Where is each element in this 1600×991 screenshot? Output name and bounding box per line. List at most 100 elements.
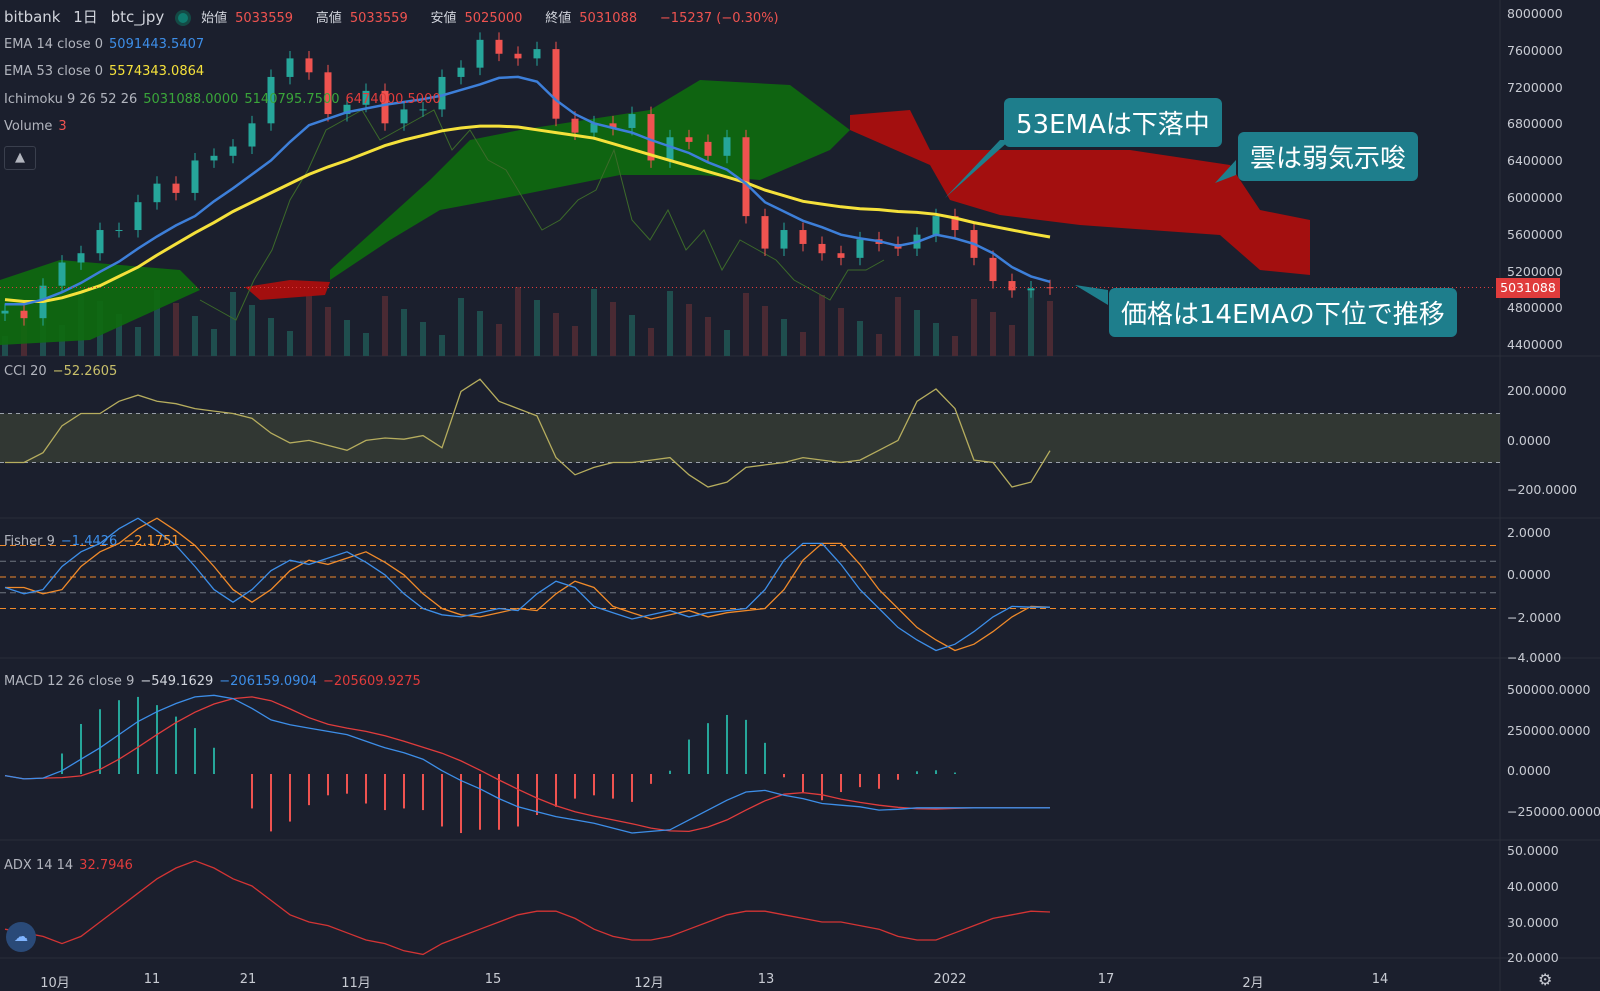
candle	[514, 53, 522, 59]
candle	[951, 216, 959, 231]
candle	[837, 253, 845, 258]
callout-price[interactable]: 価格は14EMAの下位で推移	[1109, 288, 1457, 337]
cci-axis-label: −200.0000	[1507, 482, 1578, 497]
legend-ema14[interactable]: EMA 14 close 0 5091443.5407	[4, 37, 205, 52]
callout-cloud[interactable]: 雲は弱気示唆	[1238, 132, 1419, 181]
legend-fisher[interactable]: Fisher 9 −1.4426 −2.1751	[4, 534, 180, 549]
macd-axis-label: −250000.0000	[1507, 804, 1600, 819]
candle	[248, 123, 256, 147]
volume-bar	[800, 332, 806, 356]
cci-axis-label: 200.0000	[1507, 383, 1567, 398]
macd-signal-line	[4, 696, 1050, 833]
callout-ema53[interactable]: 53EMAは下落中	[1004, 98, 1222, 147]
candle	[571, 118, 579, 133]
ohlc-high: 高値 5033559	[315, 11, 408, 26]
volume-bar	[686, 304, 692, 356]
candle	[628, 114, 636, 128]
adx-line	[4, 860, 1051, 956]
legend-ema53[interactable]: EMA 53 close 0 5574343.0864	[4, 64, 205, 79]
volume-bar	[401, 309, 407, 356]
legend-macd[interactable]: MACD 12 26 close 9 −549.1629 −206159.0904−…	[4, 674, 421, 689]
time-axis-label: 2022	[933, 972, 967, 987]
legend-cci[interactable]: CCI 20 −52.2605	[4, 364, 118, 379]
candle	[343, 104, 351, 115]
volume-bar	[211, 329, 217, 356]
fisher-axis-label: 0.0000	[1507, 567, 1551, 582]
volume-bar	[648, 328, 654, 356]
price-axis-label: 8000000	[1507, 6, 1563, 21]
callout-pointer	[1075, 285, 1108, 305]
candle	[704, 141, 712, 156]
volume-bar	[363, 333, 369, 356]
volume-bar	[553, 313, 559, 356]
macd-line	[4, 694, 1050, 834]
candle	[590, 123, 598, 133]
volume-bar	[154, 290, 160, 356]
candle	[305, 58, 313, 73]
volume-bar	[268, 318, 274, 356]
candle	[229, 146, 237, 156]
ohlc-close: 終値 5031088	[545, 11, 638, 26]
time-axis-label: 10月	[40, 976, 70, 991]
candle	[856, 239, 864, 258]
volume-bar	[2, 336, 8, 356]
volume-bar	[458, 298, 464, 356]
volume-bar	[667, 291, 673, 356]
adx-axis-label: 30.0000	[1507, 915, 1559, 930]
price-axis-label: 6000000	[1507, 190, 1563, 205]
interval[interactable]: 1日	[73, 8, 98, 26]
callout-pointer	[1215, 160, 1236, 183]
exchange-name[interactable]: bitbank	[4, 8, 61, 26]
volume-bar	[439, 335, 445, 356]
candle	[210, 155, 218, 161]
price-axis-label: 5600000	[1507, 227, 1563, 242]
candle	[172, 183, 180, 193]
candle	[286, 58, 294, 77]
volume-bar	[515, 287, 521, 356]
ohlc-open: 始値 5033559	[201, 11, 294, 26]
candle	[324, 72, 332, 115]
volume-bar	[743, 293, 749, 356]
candle	[609, 123, 617, 128]
price-axis-label: 4800000	[1507, 300, 1563, 315]
candle	[419, 109, 427, 111]
candle	[134, 202, 142, 231]
macd-axis-label: 0.0000	[1507, 763, 1551, 778]
candle	[96, 230, 104, 254]
symbol-name[interactable]: btc_jpy	[110, 8, 165, 26]
volume-bar	[876, 334, 882, 356]
price-axis-label: 7200000	[1507, 80, 1563, 95]
legend-adx[interactable]: ADX 14 14 32.7946	[4, 858, 133, 873]
cci-line	[5, 378, 1051, 488]
volume-bar	[629, 315, 635, 356]
candle	[685, 137, 693, 142]
callout-pointer	[945, 140, 1010, 198]
legend-ichimoku[interactable]: Ichimoku 9 26 52 26 5031088.0000 5140795.7…	[4, 92, 441, 107]
candle	[438, 76, 446, 110]
price-axis-label: 4400000	[1507, 337, 1563, 352]
volume-bar	[1009, 325, 1015, 356]
time-axis-label: 14	[1371, 972, 1389, 987]
candle	[153, 183, 161, 203]
gear-icon[interactable]: ⚙	[1538, 970, 1553, 989]
candle	[1046, 287, 1054, 289]
last-price-tag: 5031088	[1496, 278, 1560, 298]
ichimoku-cloud-bear	[245, 280, 330, 300]
collapse-legend-button[interactable]: ▲	[4, 146, 36, 170]
fisher-axis-label: −4.0000	[1507, 650, 1562, 665]
time-axis-label: 15	[484, 972, 502, 987]
market-status-icon	[178, 12, 189, 23]
volume-bar	[933, 323, 939, 356]
volume-bar	[382, 296, 388, 356]
volume-bar	[116, 314, 122, 356]
price-axis-label: 5200000	[1507, 264, 1563, 279]
tradingview-logo-icon[interactable]: ☁	[6, 922, 36, 952]
candle	[666, 137, 674, 161]
chevron-up-icon: ▲	[15, 150, 25, 165]
candle	[780, 230, 788, 249]
legend-volume[interactable]: Volume 3	[4, 119, 67, 134]
candle	[58, 262, 66, 286]
candle	[761, 216, 769, 249]
adx-axis-label: 40.0000	[1507, 879, 1559, 894]
